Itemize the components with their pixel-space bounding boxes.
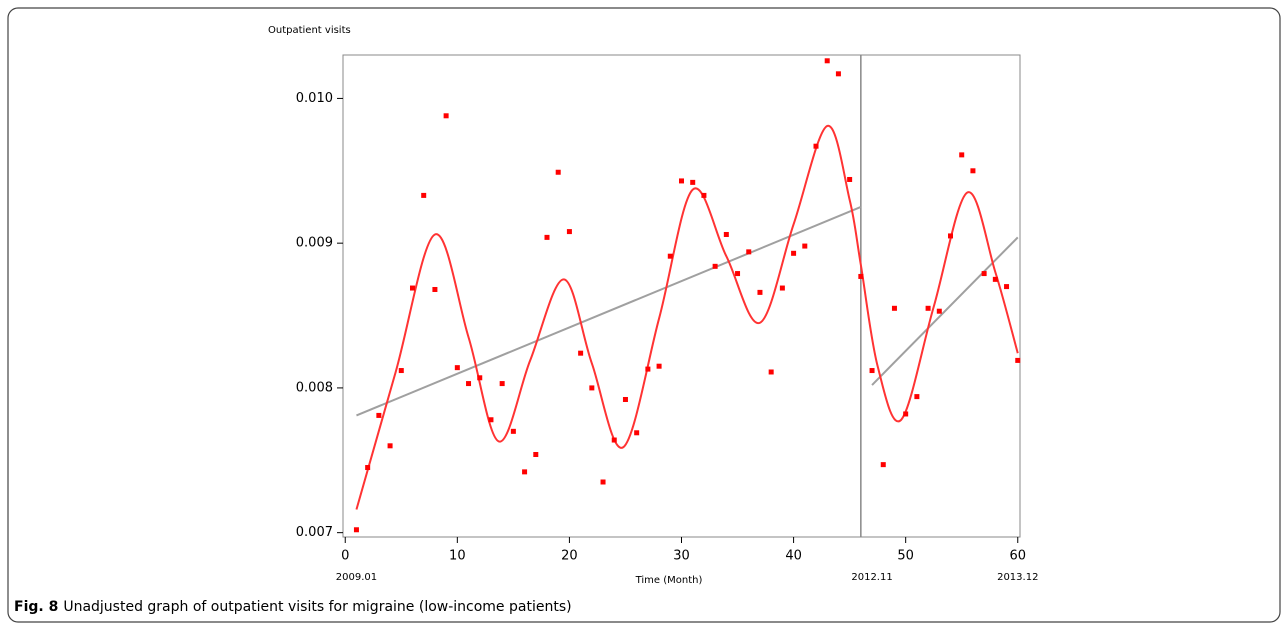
- x-tick-label: 10: [449, 549, 466, 564]
- data-point: [555, 169, 561, 175]
- data-point: [802, 243, 808, 249]
- data-point: [701, 192, 707, 198]
- caption-label: Fig. 8: [14, 599, 58, 615]
- date-label: 2012.11: [851, 572, 892, 583]
- trend-line: [356, 206, 862, 417]
- data-point: [746, 249, 752, 255]
- fit-curve: [355, 124, 1019, 510]
- x-tick-label: 60: [1009, 549, 1026, 564]
- data-point: [1015, 357, 1021, 363]
- x-tick-label: 40: [785, 549, 802, 564]
- data-point: [477, 375, 483, 381]
- data-point: [779, 285, 785, 291]
- data-point: [723, 231, 729, 237]
- y-tick-label: 0.007: [296, 525, 333, 540]
- data-point: [645, 366, 651, 372]
- date-label: 2009.01: [336, 572, 377, 583]
- x-tick-label: 20: [561, 549, 578, 564]
- data-point: [880, 462, 886, 468]
- data-point: [981, 271, 987, 277]
- data-point: [712, 263, 718, 269]
- data-point: [768, 369, 774, 375]
- y-tick-label: 0.010: [296, 91, 333, 106]
- data-point: [387, 443, 393, 449]
- y-tick-label: 0.009: [296, 236, 333, 251]
- data-point: [903, 411, 909, 417]
- data-point: [970, 168, 976, 174]
- data-point: [566, 229, 572, 235]
- data-point: [600, 479, 606, 485]
- data-point: [679, 178, 684, 184]
- data-point: [611, 437, 617, 443]
- caption: Fig. 8 Unadjusted graph of outpatient vis…: [14, 599, 572, 615]
- data-point: [544, 234, 550, 240]
- data-point: [443, 113, 449, 119]
- y-tick-label: 0.008: [296, 380, 333, 395]
- data-point: [891, 305, 897, 311]
- data-point: [858, 273, 864, 279]
- data-point: [791, 250, 797, 256]
- data-point: [432, 286, 438, 292]
- data-point: [510, 428, 516, 434]
- data-point: [656, 363, 662, 369]
- data-point: [466, 381, 472, 387]
- data-point: [914, 394, 920, 400]
- data-point: [365, 465, 371, 471]
- x-axis-label: Time (Month): [635, 575, 703, 586]
- figure-border: [7, 7, 1281, 623]
- caption-text: Unadjusted graph of outpatient visits fo…: [63, 599, 571, 615]
- y-axis-label: Outpatient visits: [268, 25, 351, 36]
- data-point: [409, 285, 415, 291]
- data-point: [667, 253, 673, 259]
- data-point: [869, 368, 875, 374]
- data-point: [735, 271, 741, 277]
- data-point: [622, 396, 628, 402]
- data-point: [421, 192, 427, 198]
- data-point: [398, 368, 404, 374]
- data-point: [634, 430, 640, 436]
- data-point: [522, 469, 528, 475]
- data-point: [757, 289, 763, 295]
- data-point: [353, 527, 359, 533]
- data-point: [488, 417, 494, 423]
- data-point: [376, 412, 382, 418]
- data-point: [454, 365, 460, 371]
- data-point: [925, 305, 931, 311]
- x-tick-label: 50: [897, 549, 914, 564]
- x-tick-label: 30: [673, 549, 690, 564]
- data-point: [959, 152, 965, 158]
- data-point: [824, 58, 830, 64]
- data-point: [1004, 284, 1010, 290]
- data-point: [992, 276, 998, 282]
- data-point: [589, 385, 595, 391]
- data-point: [533, 451, 539, 457]
- date-label: 2013.12: [997, 572, 1038, 583]
- plot-frame: [342, 54, 1021, 538]
- data-point: [578, 350, 584, 356]
- data-point: [835, 71, 841, 77]
- data-point: [499, 381, 505, 387]
- data-point: [936, 308, 942, 314]
- data-point: [690, 179, 696, 185]
- x-tick-label: 0: [341, 549, 349, 564]
- data-point: [847, 176, 853, 182]
- data-point: [948, 233, 954, 239]
- data-point: [813, 143, 819, 149]
